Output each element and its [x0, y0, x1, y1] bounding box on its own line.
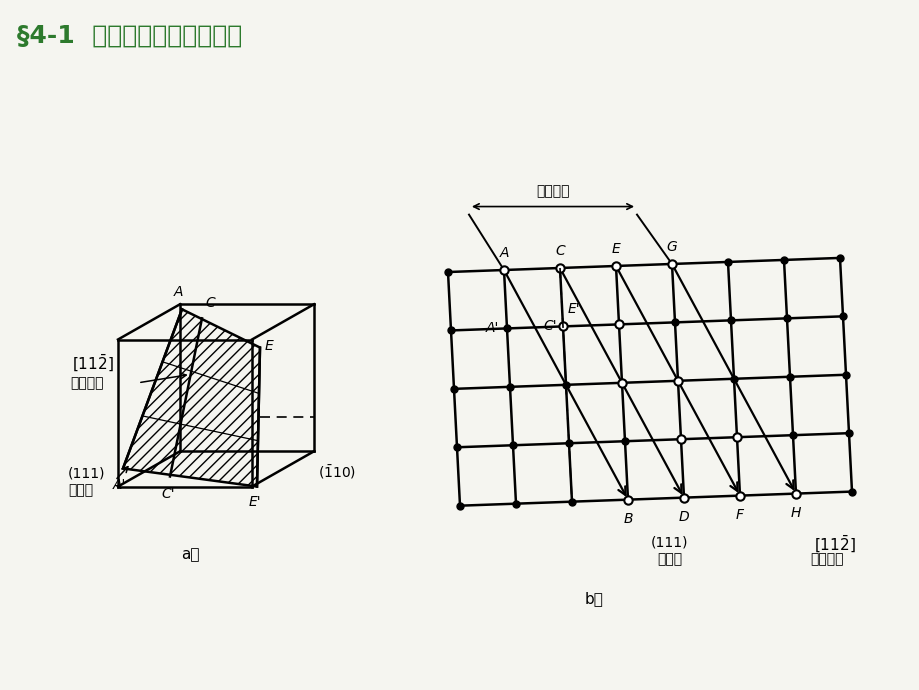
Text: D: D: [678, 510, 688, 524]
Text: C: C: [554, 244, 564, 258]
Text: C': C': [543, 319, 556, 333]
Text: H: H: [790, 506, 800, 520]
Text: a）: a）: [180, 547, 199, 562]
Text: E: E: [611, 242, 619, 256]
Text: G: G: [666, 240, 676, 254]
Text: 孪生方向: 孪生方向: [70, 376, 103, 390]
Text: E': E': [248, 495, 261, 509]
Text: $(\bar{1}10)$: $(\bar{1}10)$: [318, 464, 356, 481]
Text: E': E': [567, 302, 580, 316]
Text: A': A': [485, 322, 498, 335]
Text: A: A: [499, 246, 508, 260]
Text: A: A: [173, 285, 183, 299]
Text: E: E: [265, 339, 274, 353]
Text: 孪生区域: 孪生区域: [536, 184, 569, 199]
Text: (111): (111): [68, 466, 106, 480]
Text: A': A': [112, 478, 126, 493]
Text: $[11\bar{2}]$: $[11\bar{2}]$: [813, 534, 855, 555]
Text: B: B: [622, 512, 632, 526]
Text: C': C': [161, 486, 175, 500]
Text: $[11\bar{2}]$: $[11\bar{2}]$: [72, 353, 114, 373]
Text: 孪生方向: 孪生方向: [809, 552, 843, 566]
Text: §4-1  金属冷态下的塑性变形: §4-1 金属冷态下的塑性变形: [17, 24, 242, 48]
Text: 孪生面: 孪生面: [68, 484, 93, 497]
Text: b）: b）: [584, 591, 603, 607]
Text: C: C: [205, 296, 214, 310]
Text: (111): (111): [651, 536, 688, 550]
Text: 孪生面: 孪生面: [657, 552, 682, 566]
Text: F: F: [735, 508, 743, 522]
